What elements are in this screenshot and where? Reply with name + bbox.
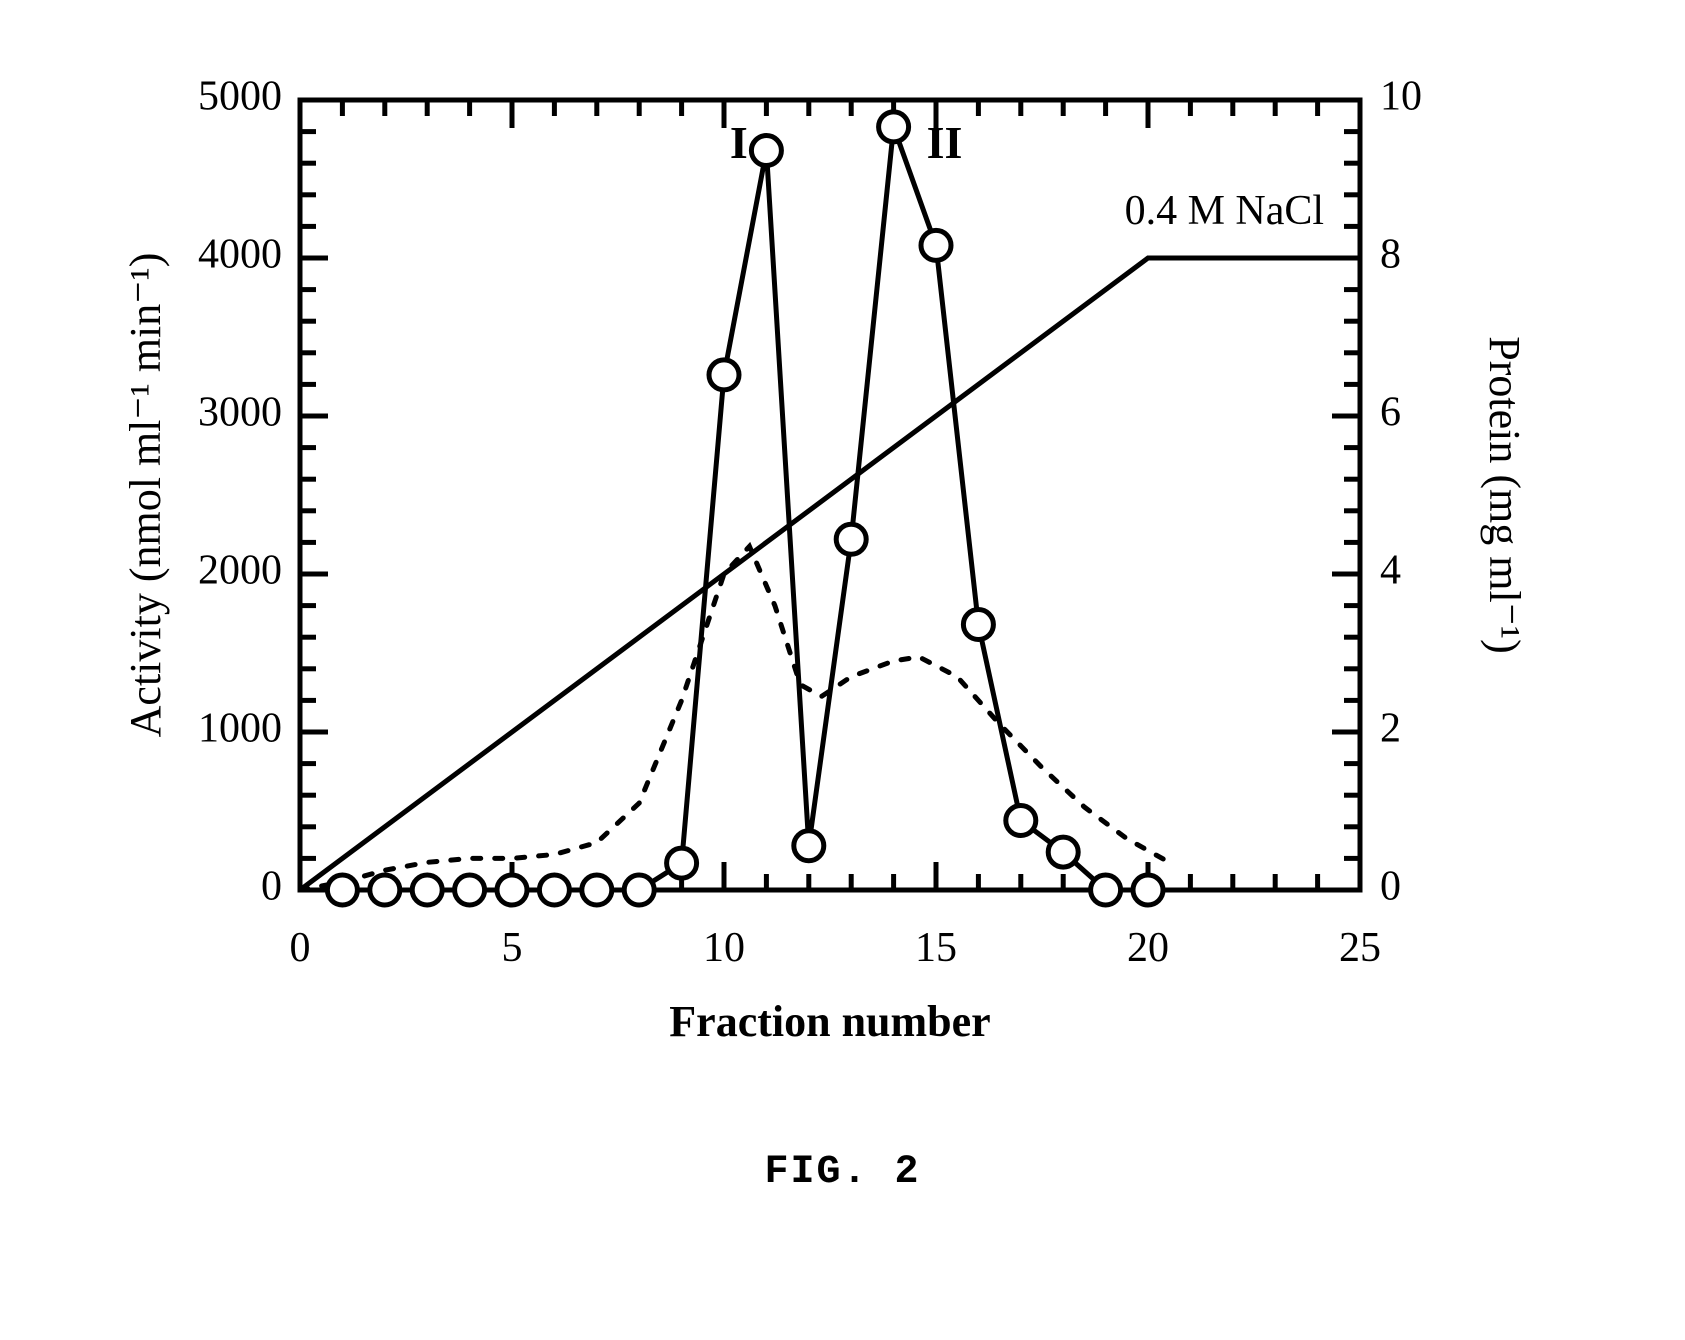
svg-text:1000: 1000 xyxy=(198,706,282,752)
chart-svg: 0510152025Fraction number010002000300040… xyxy=(110,40,1570,1040)
svg-text:0: 0 xyxy=(261,864,282,910)
svg-text:8: 8 xyxy=(1380,232,1401,278)
svg-text:Fraction number: Fraction number xyxy=(669,997,990,1040)
svg-text:2: 2 xyxy=(1380,706,1401,752)
svg-text:0.4 M NaCl: 0.4 M NaCl xyxy=(1125,188,1325,234)
svg-text:5: 5 xyxy=(502,925,523,971)
svg-text:3000: 3000 xyxy=(198,390,282,436)
svg-text:Protein (mg ml⁻¹): Protein (mg ml⁻¹) xyxy=(1480,336,1529,654)
svg-text:I: I xyxy=(730,117,748,168)
figure-caption: FIG. 2 xyxy=(0,1150,1685,1195)
svg-text:6: 6 xyxy=(1380,390,1401,436)
svg-text:Activity (nmol ml⁻¹ min⁻¹): Activity (nmol ml⁻¹ min⁻¹) xyxy=(121,253,170,738)
svg-text:20: 20 xyxy=(1127,925,1169,971)
svg-text:2000: 2000 xyxy=(198,548,282,594)
svg-text:4000: 4000 xyxy=(198,232,282,278)
svg-text:II: II xyxy=(927,117,963,168)
chromatogram-chart: 0510152025Fraction number010002000300040… xyxy=(110,40,1570,1040)
svg-text:0: 0 xyxy=(1380,864,1401,910)
svg-text:4: 4 xyxy=(1380,548,1401,594)
svg-text:25: 25 xyxy=(1339,925,1381,971)
svg-text:15: 15 xyxy=(915,925,957,971)
svg-text:10: 10 xyxy=(1380,74,1422,120)
svg-text:5000: 5000 xyxy=(198,74,282,120)
svg-text:0: 0 xyxy=(290,925,311,971)
svg-text:10: 10 xyxy=(703,925,745,971)
